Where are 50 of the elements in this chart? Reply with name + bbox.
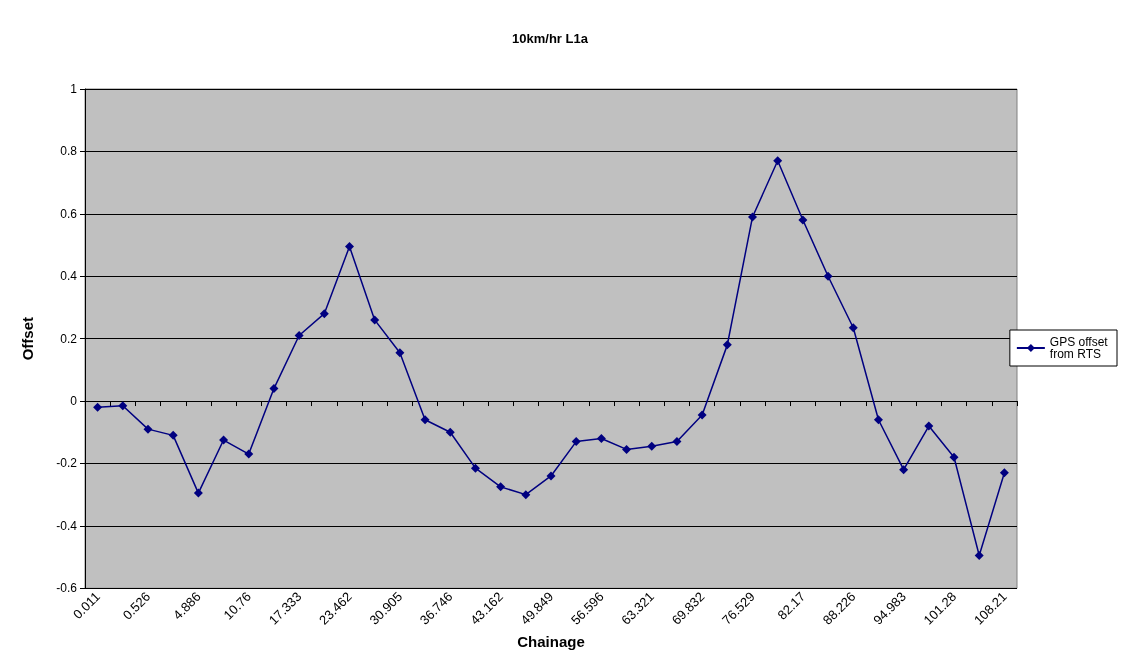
point — [571, 437, 581, 447]
point — [193, 488, 203, 498]
point — [219, 435, 229, 445]
point — [496, 482, 506, 492]
point — [168, 430, 178, 440]
y-axis-title: Offset — [19, 316, 36, 361]
point — [697, 410, 707, 420]
point — [848, 323, 858, 333]
point — [395, 348, 405, 358]
y-tick-label: 0.6 — [60, 206, 78, 221]
y-tick-label: 0.4 — [60, 269, 78, 284]
point — [672, 437, 682, 447]
y-tick-label: 0.2 — [60, 331, 78, 346]
point — [722, 340, 732, 350]
y-tick-label: -0.6 — [56, 581, 78, 596]
chart-title: 10km/hr L1a — [512, 31, 589, 46]
point — [949, 452, 959, 462]
point — [546, 471, 556, 481]
y-tick-label: 0.8 — [60, 144, 78, 159]
point — [244, 449, 254, 459]
y-tick-label: -0.4 — [56, 518, 78, 533]
point — [319, 309, 329, 319]
point — [93, 402, 103, 412]
point — [521, 490, 531, 500]
legend-label: GPS offset from RTS — [1049, 335, 1112, 361]
point — [773, 156, 783, 166]
point — [420, 415, 430, 425]
point — [999, 468, 1009, 478]
point — [622, 444, 632, 454]
point — [445, 427, 455, 437]
point — [798, 215, 808, 225]
y-tick-label: 0 — [70, 394, 78, 409]
point — [118, 401, 128, 411]
point — [596, 433, 606, 443]
point — [269, 384, 279, 394]
point — [873, 415, 883, 425]
point — [748, 212, 758, 222]
point — [344, 242, 354, 252]
point — [370, 315, 380, 325]
y-tick-label: -0.2 — [56, 456, 78, 471]
point — [974, 551, 984, 560]
x-axis-title: Chainage — [517, 633, 585, 650]
y-tick-label: 1 — [70, 82, 78, 96]
point — [924, 421, 934, 431]
point — [294, 331, 304, 341]
point — [470, 463, 480, 473]
point — [143, 424, 153, 434]
point — [647, 441, 657, 451]
point — [823, 271, 833, 281]
point — [899, 465, 909, 475]
